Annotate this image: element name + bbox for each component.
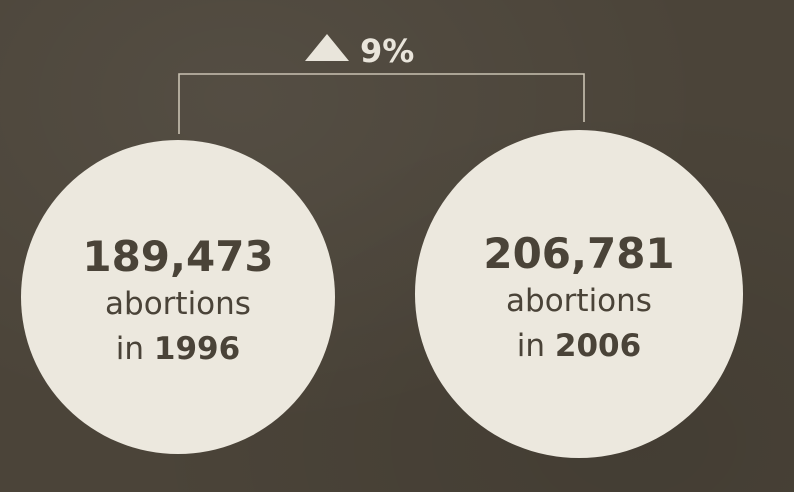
bubble-value: 189,473 [82,232,273,281]
bubble-year-line: in 1996 [116,331,240,367]
bubble-year: 1996 [154,331,240,367]
bracket-connector [178,73,585,134]
bubble-1996: 189,473 abortions in 1996 [21,140,335,454]
triangle-up-icon [305,34,349,61]
bubble-year-line: in 2006 [517,328,641,364]
bubble-label: abortions [506,283,652,319]
bubble-label: abortions [105,286,251,322]
bubble-year-prefix: in [116,331,154,367]
bubble-year: 2006 [555,328,641,364]
bubble-circle [414,129,744,459]
bubble-circle [21,140,335,454]
bubble-2006: 206,781 abortions in 2006 [414,129,744,459]
bubble-group: 189,473 abortions in 1996 206,781 abortions i… [21,129,744,459]
bubble-year-prefix: in [517,328,555,364]
change-percent: 9% [360,32,414,70]
bubble-value: 206,781 [483,229,674,278]
